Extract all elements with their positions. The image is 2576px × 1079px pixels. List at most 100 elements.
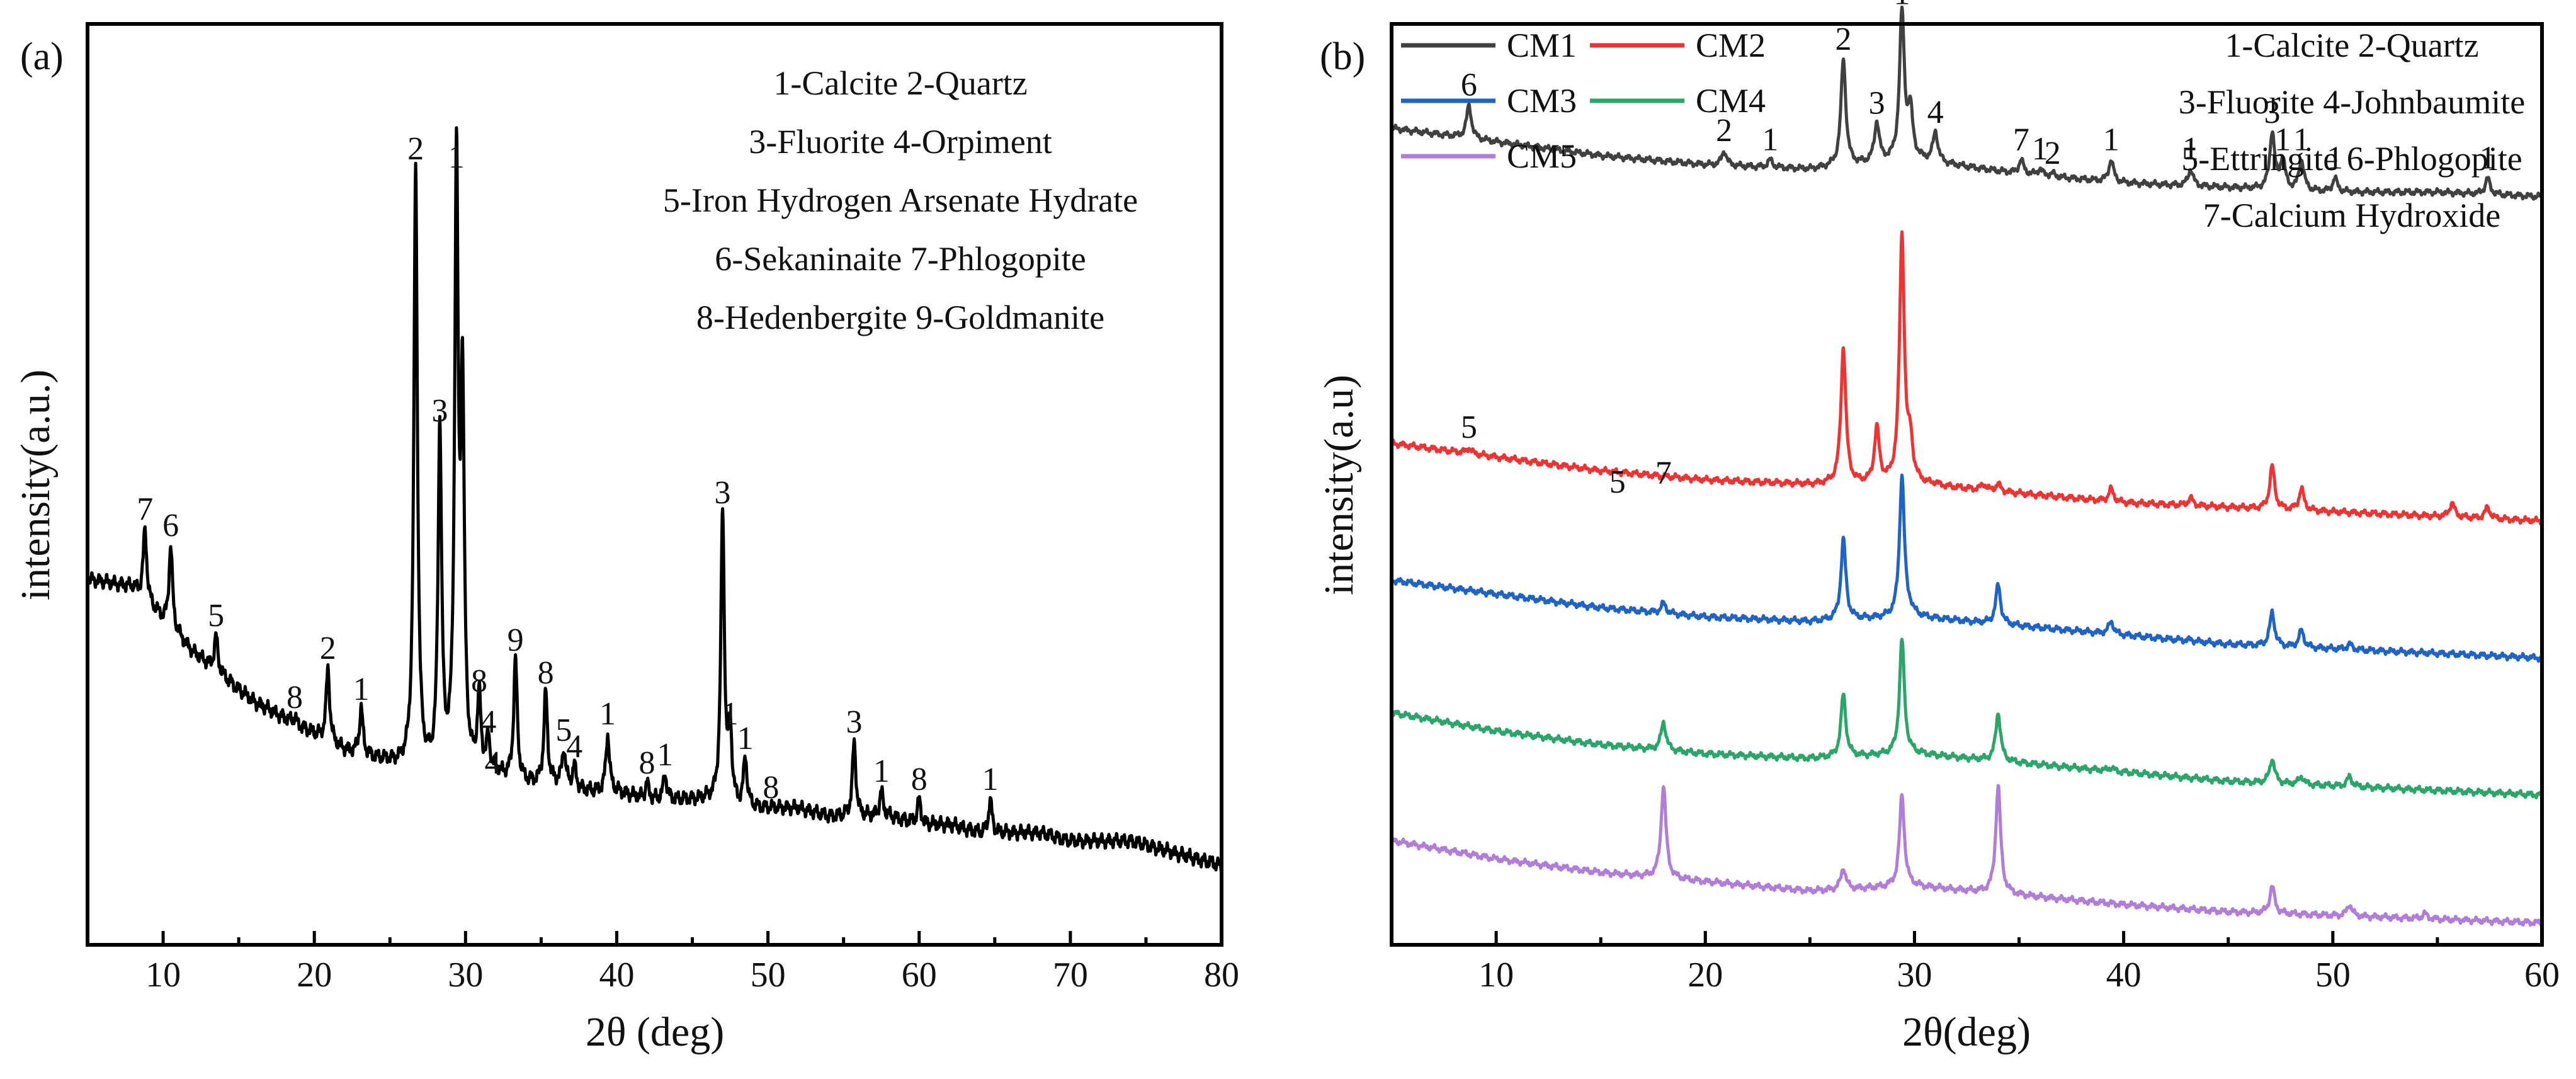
panel-b-x-tick-label: 30 xyxy=(1897,956,1932,995)
series-cm1-peak-label: 2 xyxy=(1716,113,1732,149)
panel-a-peak-label: 1 xyxy=(982,762,999,797)
panel-a-y-axis-title: intensity(a.u.) xyxy=(13,370,59,601)
panel-b-phase-legend-line: 5-Ettringite 6-Phlogopite xyxy=(2181,140,2522,178)
series-cm2-line xyxy=(1390,230,2544,526)
series-cm1-peak-label: 1 xyxy=(1894,0,1910,11)
panel-a-x-axis-title: 2θ (deg) xyxy=(586,1009,724,1055)
series-cm1-peak-label: 1 xyxy=(2293,122,2310,157)
panel-b-y-axis-title: intensity(a.u) xyxy=(1316,375,1362,595)
panel-a-x-tick-label: 80 xyxy=(1204,956,1239,995)
panel-a-peak-label: 9 xyxy=(508,622,524,658)
panel-a-peak-label: 8 xyxy=(911,762,928,797)
panel-a-x-tick-label: 40 xyxy=(599,956,634,995)
panel-b-x-tick-label: 50 xyxy=(2315,956,2351,995)
panel-a-phase-legend-line: 3-Fluorite 4-Orpiment xyxy=(749,123,1052,161)
panel-b-x-tick-label: 60 xyxy=(2524,956,2560,995)
panel-a-phase-legend-line: 6-Sekaninaite 7-Phlogopite xyxy=(715,240,1086,278)
panel-a-peak-label: 1 xyxy=(722,696,739,732)
panel-a-peak-label: 2 xyxy=(320,631,336,666)
series-cm1-peak-label: 1 xyxy=(2103,122,2119,157)
panel-a-peak-label: 1 xyxy=(353,671,370,707)
legend-label-cm2: CM2 xyxy=(1696,26,1766,64)
series-cm5-line xyxy=(1390,784,2544,927)
panel-a-x-tick-label: 60 xyxy=(902,956,937,995)
series-cm1-peak-label: 1 xyxy=(2182,131,2199,167)
panel-a-peak-label: 4 xyxy=(480,704,496,740)
series-cm1-peak-label: 1 xyxy=(2327,140,2343,176)
panel-a-peak-label: 4 xyxy=(485,745,501,781)
panel-a-peak-label: 3 xyxy=(846,704,862,740)
series-cm1-peak-label: 2 xyxy=(2045,135,2061,171)
series-cm1-peak-label: 7 xyxy=(2013,122,2029,157)
panel-b-x-axis-title: 2θ(deg) xyxy=(1902,1009,2031,1055)
series-cm2-peak-label: 5 xyxy=(1461,409,1477,445)
series-cm1-peak-label: 6 xyxy=(1461,67,1477,103)
series-cm2-peak-label: 5 xyxy=(1609,464,1626,500)
panel-a-peak-label: 7 xyxy=(137,491,153,527)
panel-a-peak-label: 1 xyxy=(657,737,673,773)
panel-b-series-legend: CM1 CM2 CM3 CM4 CM5 xyxy=(1401,26,1766,175)
panel-a-peak-label: 8 xyxy=(471,663,487,699)
panel-a-peak-label: 5 xyxy=(208,598,224,634)
panel-a-frame xyxy=(86,22,1223,947)
panel-a-peak-label: 6 xyxy=(162,508,179,544)
panel-a-peak-label: 3 xyxy=(715,475,731,511)
panel-b-phase-legend-line: 7-Calcium Hydroxide xyxy=(2203,197,2500,234)
panel-a-peak-label: 1 xyxy=(737,721,754,756)
series-cm1-line xyxy=(1390,5,2543,201)
panel-a-peak-label: 8 xyxy=(763,770,779,806)
panel-b-plot-area: 62123147121131111557 xyxy=(1390,0,2544,927)
panel-a-peak-label: 8 xyxy=(638,745,655,781)
panel-a-peak-label: 4 xyxy=(566,729,582,765)
series-cm1-peak-label: 3 xyxy=(1869,85,1885,121)
panel-a-peak-label: 5 xyxy=(555,712,572,748)
series-cm1-peak-label: 3 xyxy=(2264,94,2280,130)
series-cm1-peak-label: 4 xyxy=(1927,94,1944,130)
panel-b-x-tick-label: 40 xyxy=(2106,956,2142,995)
panel-a-phase-legend-line: 5-Iron Hydrogen Arsenate Hydrate xyxy=(663,181,1138,219)
legend-label-cm1: CM1 xyxy=(1507,26,1577,64)
legend-label-cm4: CM4 xyxy=(1696,82,1766,120)
panel-b-label: (b) xyxy=(1320,35,1365,78)
legend-label-cm3: CM3 xyxy=(1507,82,1577,120)
panel-b-x-axis: 10 20 30 40 50 60 xyxy=(1478,931,2560,995)
panel-a-peak-label: 2 xyxy=(407,131,424,167)
panel-a-phase-legend-line: 1-Calcite 2-Quartz xyxy=(773,64,1027,102)
series-cm2-peak-label: 7 xyxy=(1655,455,1672,491)
panel-b-phase-legend-line: 1-Calcite 2-Quartz xyxy=(2225,26,2478,64)
panel-a-x-tick-label: 20 xyxy=(297,956,332,995)
panel-a-peak-label: 1 xyxy=(873,753,890,789)
panel-a-peak-label: 1 xyxy=(448,139,465,175)
panel-a-label: (a) xyxy=(20,35,64,78)
series-cm3-line xyxy=(1390,473,2544,663)
legend-label-cm5: CM5 xyxy=(1507,137,1577,175)
series-cm1-peak-label: 2 xyxy=(1836,21,1852,57)
panel-b-frame xyxy=(1390,22,2544,947)
panel-a-x-tick-label: 50 xyxy=(751,956,786,995)
panel-a-peak-label: 8 xyxy=(538,655,554,691)
series-cm1-peak-label: 1 xyxy=(2032,131,2048,167)
panel-b-phase-legend-line: 3-Fluorite 4-Johnbaumite xyxy=(2179,83,2525,121)
panel-a-peak-label: 1 xyxy=(599,696,616,732)
series-cm1-peak-label: 1 xyxy=(2274,122,2291,157)
panel-a-x-tick-label: 10 xyxy=(145,956,181,995)
panel-a-x-axis: 10 20 30 40 50 60 70 80 xyxy=(145,931,1239,995)
panel-a-phase-legend: 1-Calcite 2-Quartz 3-Fluorite 4-Orpiment… xyxy=(663,64,1138,336)
panel-a-xrd-pattern xyxy=(86,126,1223,874)
series-cm1-peak-label: 1 xyxy=(2480,140,2496,176)
panel-b-phase-legend: 1-Calcite 2-Quartz 3-Fluorite 4-Johnbaum… xyxy=(2179,26,2525,234)
panel-b-x-tick-label: 10 xyxy=(1478,956,1514,995)
panel-a-x-tick-label: 70 xyxy=(1053,956,1088,995)
panel-a-x-tick-label: 30 xyxy=(448,956,483,995)
series-cm4-line xyxy=(1390,637,2544,799)
panel-a-phase-legend-line: 8-Hedenbergite 9-Goldmanite xyxy=(696,299,1104,336)
panel-a-peak-label: 3 xyxy=(432,393,448,429)
panel-a-peak-label: 8 xyxy=(287,680,303,716)
series-cm1-peak-label: 1 xyxy=(1762,122,1778,157)
panel-b-x-tick-label: 20 xyxy=(1688,956,1723,995)
